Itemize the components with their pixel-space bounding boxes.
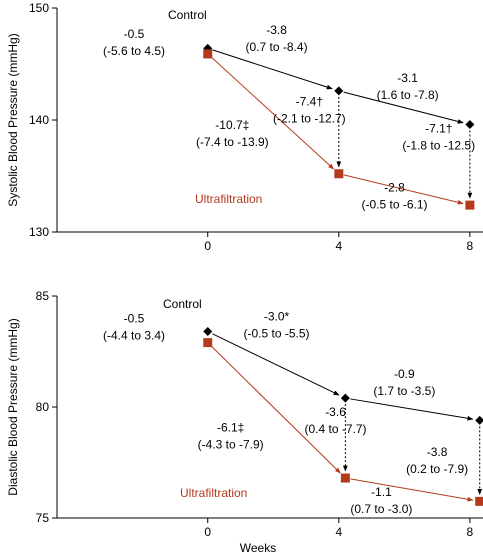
- diastolic-x-tick-label: 0: [204, 525, 211, 539]
- systolic-y-tick-label: 140: [29, 113, 49, 127]
- systolic-y-tick-label: 130: [29, 225, 49, 239]
- systolic-control-segment: [212, 49, 333, 90]
- diastolic-x-tick-label: 4: [335, 525, 342, 539]
- diastolic-annotation-label: -0.9: [394, 367, 415, 381]
- systolic-annotations: -0.5 (-5.6 to 4.5) -3.8 (0.7 to -8.4) -7.4† (…: [103, 23, 475, 212]
- systolic-panel: 130 140 150 0 4 8 Systolic Blood Pressure (m…: [6, 1, 483, 253]
- systolic-x-axis: 0 4 8: [57, 231, 483, 253]
- systolic-control-point: [334, 86, 344, 96]
- diastolic-ultrafiltration-point: [340, 473, 350, 483]
- systolic-x-tick-label: 0: [204, 239, 211, 253]
- systolic-control-point: [465, 119, 475, 129]
- diastolic-annotation-label: -3.6: [325, 405, 346, 419]
- diastolic-y-tick-label: 85: [36, 289, 50, 303]
- diastolic-annotation-label: (0.2 to -7.9): [406, 462, 468, 476]
- diastolic-annotation-label: -3.0*: [264, 309, 290, 323]
- diastolic-annotation-label: -6.1‡: [217, 420, 244, 434]
- diastolic-panel: 75 80 85 0 4 8 Diastolic Blood Pressure (mmH…: [6, 289, 483, 539]
- diastolic-ultrafiltration-segment: [350, 478, 474, 502]
- diastolic-annotation-label: -1.1: [371, 485, 392, 499]
- systolic-annotation-label: -7.1†: [425, 121, 452, 135]
- diastolic-control-point: [340, 393, 350, 403]
- diastolic-legend-ultrafiltration: Ultrafiltration: [180, 486, 247, 500]
- systolic-annotation-label: -7.4†: [296, 94, 323, 108]
- systolic-ultrafiltration-point: [334, 169, 344, 179]
- systolic-annotation-label: (-0.5 to -6.1): [362, 198, 428, 212]
- diastolic-annotation-label: -0.5: [124, 312, 145, 326]
- diastolic-annotation-label: -3.8: [427, 445, 448, 459]
- diastolic-annotation-label: (-0.5 to -5.5): [244, 326, 310, 340]
- diastolic-control-point: [203, 327, 213, 337]
- diastolic-x-tick-label: 8: [467, 525, 474, 539]
- systolic-annotation-label: (1.6 to -7.8): [377, 88, 439, 102]
- diastolic-x-axis: 0 4 8: [57, 517, 483, 539]
- diastolic-ultrafiltration-point: [203, 338, 213, 348]
- systolic-annotation-label: (-1.8 to -12.5): [402, 138, 475, 152]
- systolic-annotation-label: (0.7 to -8.4): [246, 40, 308, 54]
- diastolic-y-tick-label: 80: [36, 400, 50, 414]
- diastolic-control-segment: [350, 398, 474, 421]
- diastolic-y-tick-label: 75: [36, 511, 50, 525]
- diastolic-annotation-label: (1.7 to -3.5): [373, 384, 435, 398]
- systolic-annotation-label: (-7.4 to -13.9): [196, 135, 269, 149]
- diastolic-annotation-label: (0.7 to -3.0): [350, 502, 412, 516]
- systolic-y-axis: 130 140 150: [29, 1, 58, 239]
- systolic-annotation-label: -3.1: [397, 71, 418, 85]
- systolic-annotation-label: -10.7‡: [215, 118, 249, 132]
- systolic-control-segment: [343, 91, 464, 124]
- systolic-annotation-label: (-2.1 to -12.7): [273, 111, 346, 125]
- systolic-x-tick-label: 8: [467, 239, 474, 253]
- systolic-markers: [203, 43, 475, 210]
- systolic-annotation-label: -0.5: [124, 27, 145, 41]
- diastolic-control-point: [475, 415, 483, 425]
- diastolic-annotation-label: (-4.3 to -7.9): [198, 437, 264, 451]
- x-axis-title: Weeks: [240, 541, 276, 555]
- diastolic-ultrafiltration-point: [475, 496, 483, 506]
- systolic-y-tick-label: 150: [29, 1, 49, 15]
- systolic-ultrafiltration-segment: [211, 56, 335, 170]
- systolic-x-tick-label: 4: [335, 239, 342, 253]
- diastolic-lines: [210, 333, 483, 502]
- systolic-legend-control: Control: [168, 8, 207, 22]
- systolic-legend-ultrafiltration: Ultrafiltration: [195, 192, 262, 206]
- diastolic-annotations: -0.5 (-4.4 to 3.4) -3.0* (-0.5 to -5.5) -0.9…: [103, 309, 468, 515]
- diastolic-y-axis: 75 80 85: [36, 289, 58, 525]
- diastolic-annotation-label: (0.4 to -7.7): [305, 422, 367, 436]
- systolic-annotation-label: (-5.6 to 4.5): [103, 44, 165, 58]
- systolic-annotation-label: -2.8: [384, 181, 405, 195]
- systolic-lines: [211, 49, 473, 205]
- systolic-ultrafiltration-point: [203, 49, 213, 59]
- diastolic-ultrafiltration-segment: [210, 345, 341, 474]
- diastolic-markers: [203, 327, 483, 506]
- systolic-ylabel: Systolic Blood Pressure (mmHg): [6, 33, 20, 206]
- systolic-annotation-label: -3.8: [266, 23, 287, 37]
- systolic-ultrafiltration-segment: [343, 174, 464, 205]
- diastolic-ylabel: Diastolic Blood Pressure (mmHg): [6, 318, 20, 495]
- diastolic-legend-control: Control: [163, 297, 202, 311]
- diastolic-annotation-label: (-4.4 to 3.4): [103, 329, 165, 343]
- systolic-ultrafiltration-point: [465, 200, 475, 210]
- diastolic-control-segment: [212, 333, 340, 396]
